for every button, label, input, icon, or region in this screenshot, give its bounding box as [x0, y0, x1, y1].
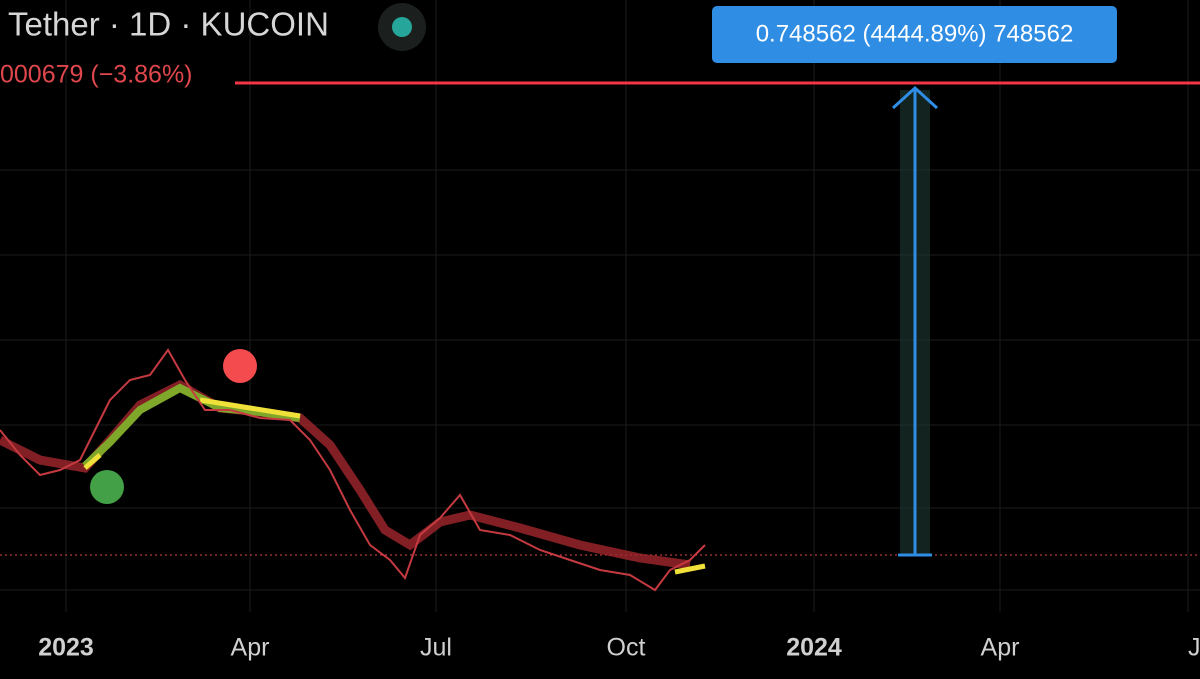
x-axis-label: 2024 — [786, 634, 842, 662]
sell-signal — [223, 349, 257, 383]
x-axis-label: Oct — [607, 634, 646, 662]
x-axis-label: Ju — [1188, 634, 1200, 662]
buy-signal — [90, 470, 124, 504]
status-dot — [392, 17, 412, 37]
x-axis-label: 2023 — [38, 634, 94, 662]
ema-band-flat — [83, 397, 706, 575]
x-axis: 2023 Apr Jul Oct 2024 Apr Ju — [38, 634, 1200, 662]
x-axis-label: Apr — [231, 634, 270, 662]
x-axis-label: Apr — [981, 634, 1020, 662]
price-candles — [0, 348, 706, 592]
measure-label-box — [712, 6, 1117, 63]
x-axis-label: Jul — [420, 634, 452, 662]
symbol-title: Tether · 1D · KUCOIN — [8, 6, 329, 43]
measure-label: 0.748562 (4444.89%) 748562 — [756, 20, 1074, 47]
grid — [0, 0, 1200, 612]
arrow-head — [891, 85, 939, 110]
price-change: 000679 (−3.86%) — [0, 61, 193, 89]
